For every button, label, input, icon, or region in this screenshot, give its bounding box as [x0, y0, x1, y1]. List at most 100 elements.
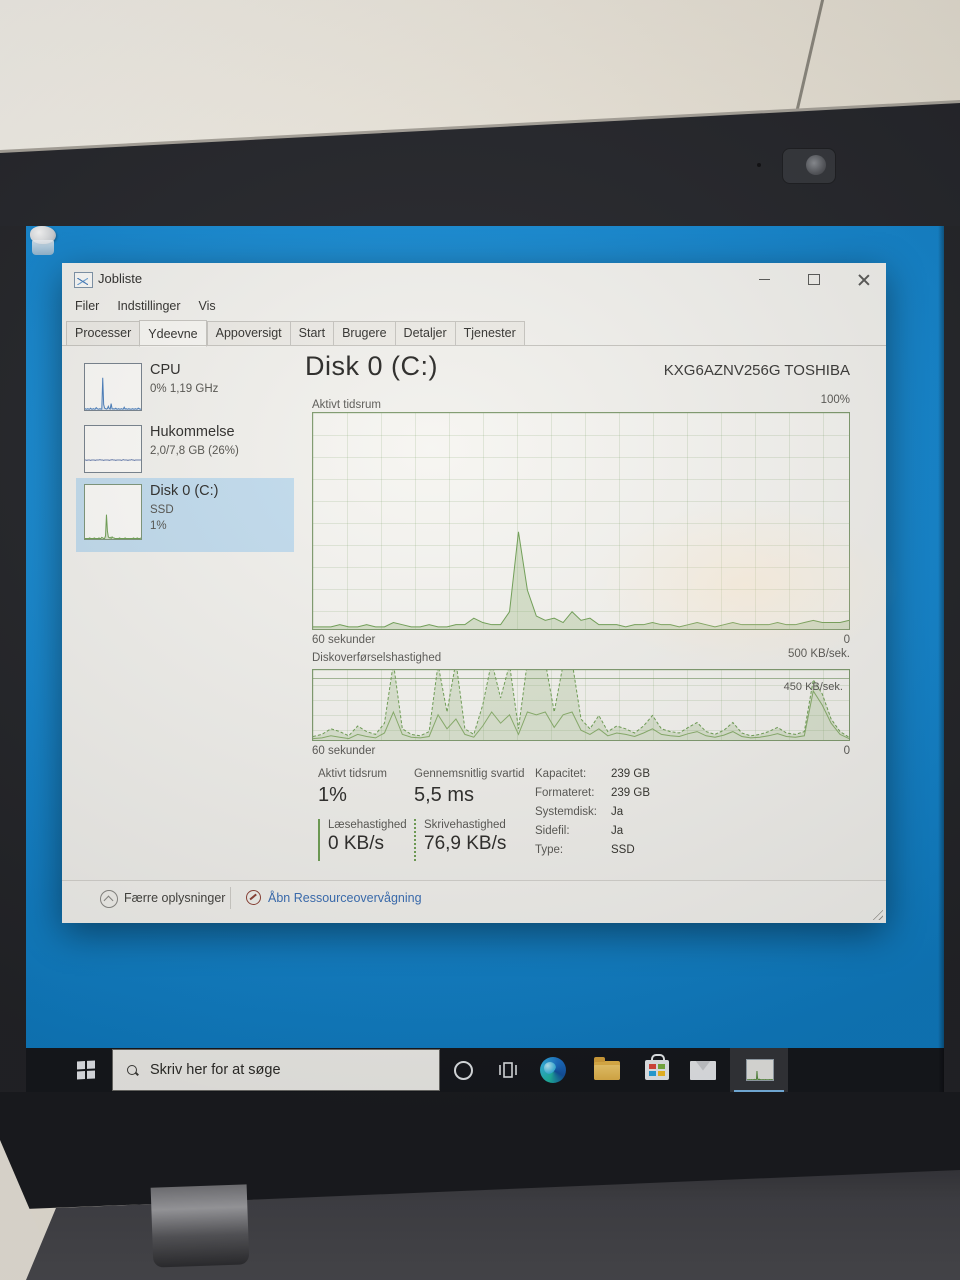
disk-device-name: KXG6AZNV256G TOSHIBA — [663, 362, 850, 379]
stat-write-speed-value: 76,9 KB/s — [424, 833, 507, 854]
task-manager-taskbar-button[interactable] — [730, 1048, 788, 1092]
detail-pagefile-value: Ja — [611, 825, 624, 837]
cortana-button[interactable] — [441, 1048, 485, 1092]
resize-grip[interactable] — [870, 907, 883, 920]
transfer-chart-label: Diskoverførselshastighed — [312, 652, 442, 664]
transfer-rate-chart: 450 KB/sek. — [312, 669, 850, 741]
sidebar-item-cpu[interactable]: CPU 0% 1,19 GHz — [76, 360, 294, 418]
tab-tjenester[interactable]: Tjenester — [454, 321, 525, 346]
file-explorer-button[interactable] — [585, 1048, 629, 1092]
stat-avg-response-label: Gennemsnitlig svartid — [414, 768, 525, 780]
stat-read-speed-value: 0 KB/s — [328, 833, 384, 854]
menu-bar: Filer Indstillinger Vis — [68, 296, 223, 318]
tab-row: Processer Ydeevne Appoversigt Start Brug… — [66, 320, 525, 347]
laptop-hinge — [150, 1184, 250, 1268]
sidebar-item-memory[interactable]: Hukommelse 2,0/7,8 GB (26%) — [76, 422, 294, 480]
disk-sparkline-chart — [84, 484, 142, 540]
transfer-chart-max-label: 500 KB/sek. — [787, 648, 850, 660]
mail-button[interactable] — [681, 1048, 725, 1092]
stat-active-time-value: 1% — [318, 784, 347, 806]
active-chart-label: Aktivt tidsrum — [312, 399, 382, 411]
sidebar-cpu-subtitle: 0% 1,19 GHz — [150, 383, 219, 395]
sidebar-memory-title: Hukommelse — [150, 424, 235, 440]
minimize-button[interactable] — [742, 263, 786, 296]
recycle-bin-icon[interactable] — [26, 226, 62, 256]
footer-separator — [230, 887, 231, 909]
stat-active-time-label: Aktivt tidsrum — [318, 768, 388, 780]
webcam — [782, 148, 836, 184]
resource-monitor-icon — [246, 890, 261, 905]
active-time-chart — [312, 412, 850, 630]
title-bar[interactable]: Jobliste — [62, 263, 886, 296]
sidebar-cpu-title: CPU — [150, 362, 181, 378]
detail-type-value: SSD — [611, 844, 635, 856]
edge-button[interactable] — [531, 1048, 575, 1092]
task-manager-app-icon — [74, 272, 93, 288]
recycle-bin-paper — [30, 226, 56, 244]
webcam-lens-icon — [806, 155, 826, 175]
stat-write-speed: Skrivehastighed 76,9 KB/s — [414, 819, 512, 861]
tab-processer[interactable]: Processer — [66, 321, 140, 346]
windows-logo-icon — [77, 1060, 95, 1080]
menu-indstillinger[interactable]: Indstillinger — [117, 299, 181, 313]
transfer-chart-xleft: 60 sekunder — [312, 745, 376, 757]
window-title: Jobliste — [98, 271, 143, 286]
microphone-dot — [757, 163, 761, 167]
sidebar-disk-percent: 1% — [150, 520, 167, 532]
active-chart-xleft: 60 sekunder — [312, 634, 376, 646]
footer-bar: Færre oplysninger Åbn Ressourceovervågni… — [62, 881, 886, 923]
menu-vis[interactable]: Vis — [198, 299, 216, 313]
stat-read-speed-label: Læsehastighed — [328, 819, 407, 831]
task-view-icon — [499, 1062, 517, 1078]
search-icon — [127, 1064, 138, 1076]
menu-filer[interactable]: Filer — [75, 299, 100, 313]
sidebar-memory-subtitle: 2,0/7,8 GB (26%) — [150, 445, 239, 457]
file-explorer-icon — [594, 1056, 620, 1080]
gridline-450-label: 450 KB/sek. — [783, 681, 843, 694]
store-icon — [645, 1054, 669, 1080]
detail-formatted-label: Formateret: — [535, 787, 595, 799]
taskbar-search-input[interactable]: Skriv her for at søge — [112, 1049, 440, 1091]
tab-ydeevne[interactable]: Ydeevne — [139, 320, 207, 347]
gridline-450 — [313, 678, 849, 680]
detail-pagefile-label: Sidefil: — [535, 825, 570, 837]
search-placeholder-text: Skriv her for at søge — [150, 1062, 281, 1078]
tab-start[interactable]: Start — [289, 321, 334, 346]
start-button[interactable] — [62, 1048, 110, 1092]
active-chart-max-label: 100% — [820, 394, 850, 406]
tab-brugere[interactable]: Brugere — [333, 321, 395, 346]
detail-type-label: Type: — [535, 844, 564, 856]
sidebar-item-disk[interactable]: Disk 0 (C:) SSD 1% — [76, 478, 294, 552]
laptop-bezel-left — [0, 226, 26, 1092]
maximize-button[interactable] — [792, 263, 836, 296]
mail-icon — [690, 1060, 716, 1080]
detail-capacity-label: Kapacitet: — [535, 768, 587, 780]
memory-sparkline-chart — [84, 425, 142, 473]
recycle-bin-body — [32, 240, 54, 255]
transfer-chart-xright: 0 — [843, 745, 850, 757]
stat-read-speed: Læsehastighed 0 KB/s — [318, 819, 416, 861]
chevron-up-circle-icon[interactable] — [100, 890, 118, 908]
sidebar-disk-title: Disk 0 (C:) — [150, 483, 219, 499]
cortana-icon — [453, 1060, 473, 1080]
edge-icon — [540, 1057, 566, 1083]
tab-divider — [62, 345, 886, 346]
task-view-button[interactable] — [486, 1048, 530, 1092]
detail-systemdisk-label: Systemdisk: — [535, 806, 597, 818]
screen-edge-shadow — [938, 226, 944, 1092]
tab-appoversigt[interactable]: Appoversigt — [206, 321, 290, 346]
cpu-sparkline-chart — [84, 363, 142, 411]
active-chart-xright: 0 — [843, 634, 850, 646]
stat-write-speed-label: Skrivehastighed — [424, 819, 506, 831]
detail-systemdisk-value: Ja — [611, 806, 624, 818]
store-button[interactable] — [635, 1048, 679, 1092]
fewer-details-button[interactable]: Færre oplysninger — [124, 891, 226, 905]
detail-formatted-value: 239 GB — [611, 787, 650, 799]
stat-avg-response-value: 5,5 ms — [414, 784, 475, 806]
task-manager-window: Jobliste Filer Indstillinger Vis Process… — [62, 263, 886, 923]
footer-divider — [62, 880, 886, 881]
open-resource-monitor-link[interactable]: Åbn Ressourceovervågning — [268, 891, 422, 905]
laptop-screen: Jobliste Filer Indstillinger Vis Process… — [26, 226, 944, 1092]
close-button[interactable] — [842, 263, 886, 296]
tab-detaljer[interactable]: Detaljer — [394, 321, 455, 346]
